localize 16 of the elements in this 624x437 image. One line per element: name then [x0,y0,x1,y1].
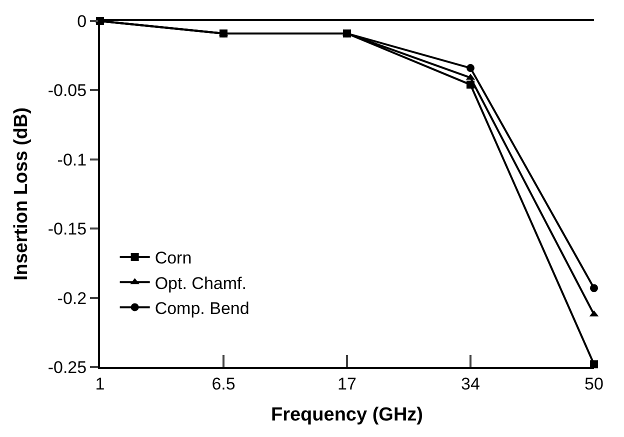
y-tick-label: 0 [77,12,87,31]
y-tick-label: -0.05 [48,81,87,100]
y-tick-label: -0.15 [48,220,87,239]
x-tick-label: 6.5 [212,374,236,394]
x-axis-title: Frequency (GHz) [270,404,424,426]
y-tick-label: -0.2 [57,288,87,308]
y-tick-label: -0.1 [57,150,87,170]
x-tick-label: 50 [584,374,604,394]
y-axis-title: Insertion Loss (dB) [11,107,32,281]
legend-label: Corn [154,248,192,268]
x-tick-label: 1 [95,374,105,394]
legend-label: Opt. Chamf. [154,274,246,293]
y-tick-label: -0.25 [48,358,87,377]
x-tick-label: 34 [461,374,480,394]
legend-label: Comp. Bend [154,298,250,318]
x-tick-label: 17 [338,374,356,394]
